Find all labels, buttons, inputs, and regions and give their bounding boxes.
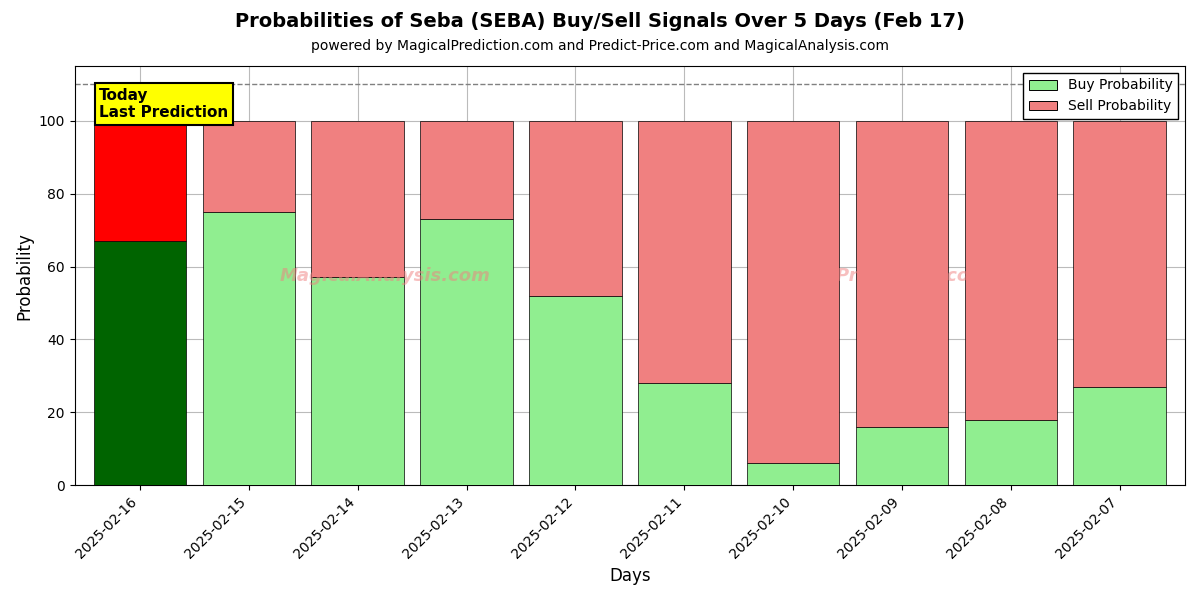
Bar xyxy=(203,121,295,212)
Bar xyxy=(203,212,295,485)
Bar xyxy=(638,121,731,383)
Bar xyxy=(420,121,512,219)
X-axis label: Days: Days xyxy=(610,567,650,585)
Bar xyxy=(1074,387,1166,485)
Bar xyxy=(529,296,622,485)
Bar xyxy=(965,419,1057,485)
Bar xyxy=(856,121,948,427)
Text: MagicalPrediction.com: MagicalPrediction.com xyxy=(760,266,989,284)
Y-axis label: Probability: Probability xyxy=(16,232,34,320)
Bar xyxy=(746,121,839,463)
Bar xyxy=(746,463,839,485)
Text: Probabilities of Seba (SEBA) Buy/Sell Signals Over 5 Days (Feb 17): Probabilities of Seba (SEBA) Buy/Sell Si… xyxy=(235,12,965,31)
Bar xyxy=(94,121,186,241)
Bar xyxy=(1074,121,1166,387)
Bar xyxy=(965,121,1057,419)
Text: Today
Last Prediction: Today Last Prediction xyxy=(100,88,228,120)
Bar xyxy=(638,383,731,485)
Bar xyxy=(94,241,186,485)
Bar xyxy=(856,427,948,485)
Text: powered by MagicalPrediction.com and Predict-Price.com and MagicalAnalysis.com: powered by MagicalPrediction.com and Pre… xyxy=(311,39,889,53)
Bar xyxy=(529,121,622,296)
Bar xyxy=(312,277,404,485)
Text: MagicalAnalysis.com: MagicalAnalysis.com xyxy=(280,266,491,284)
Bar xyxy=(420,219,512,485)
Legend: Buy Probability, Sell Probability: Buy Probability, Sell Probability xyxy=(1024,73,1178,119)
Bar xyxy=(312,121,404,277)
